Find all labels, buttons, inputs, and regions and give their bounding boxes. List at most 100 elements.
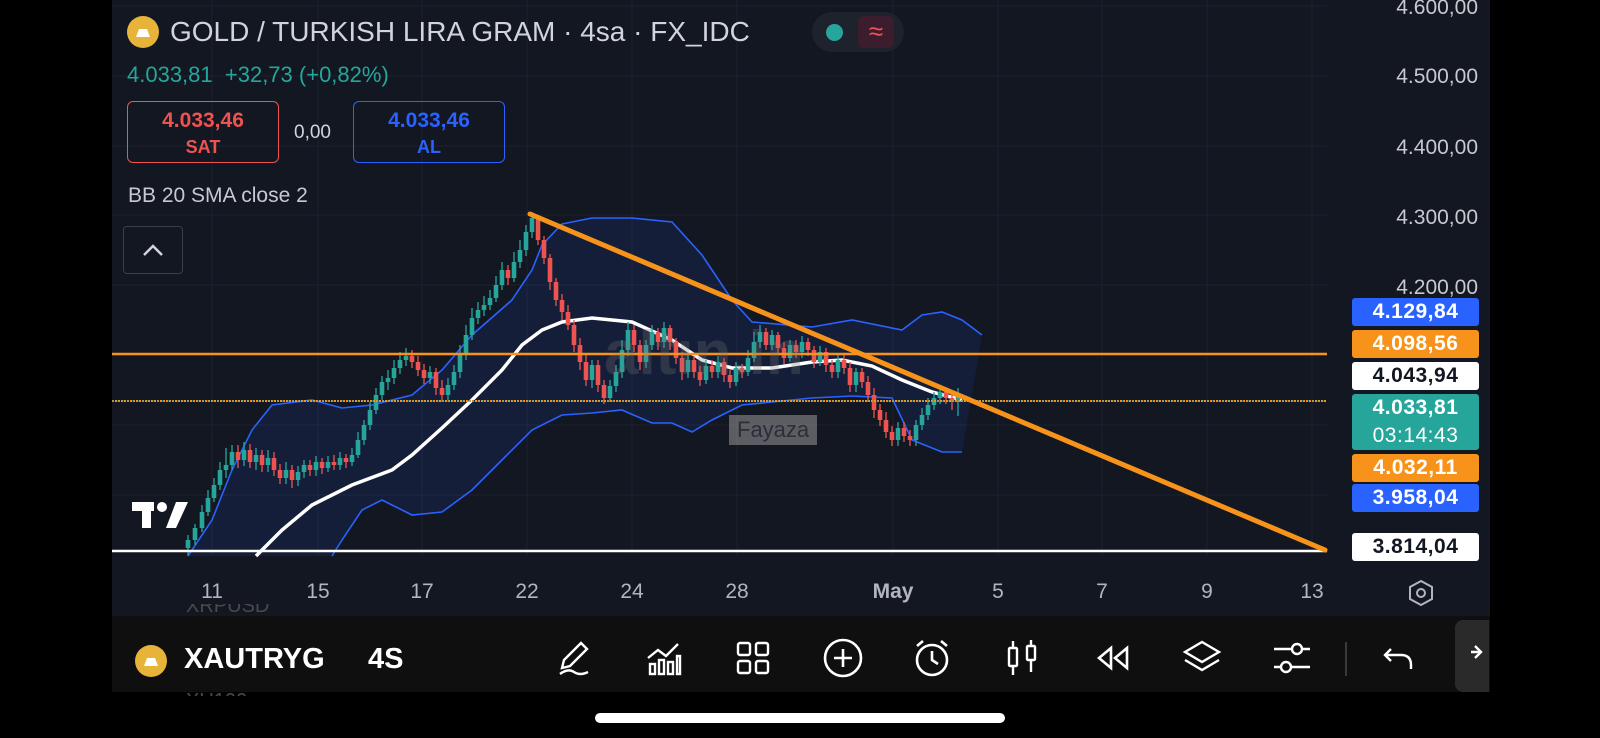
indicators-icon[interactable] [642, 636, 686, 680]
candle-body [823, 352, 829, 365]
candle-body [553, 282, 559, 300]
price-chart[interactable] [112, 0, 1490, 616]
candle-body [493, 285, 499, 298]
chart-area[interactable]: altın.in Fayaza [112, 0, 1490, 616]
upper-band [187, 217, 983, 557]
candle-body [607, 386, 613, 398]
candle-body [223, 465, 229, 470]
home-indicator[interactable] [595, 713, 1005, 723]
candle-body [889, 432, 895, 440]
candle-body [751, 342, 757, 358]
sell-button[interactable]: 4.033,46 SAT [127, 101, 279, 163]
candle-body [211, 485, 217, 498]
lower-band [331, 395, 962, 557]
candle-body [661, 328, 667, 342]
candle-body [367, 410, 373, 425]
last-price-tag: 4.033,81 03:14:43 [1352, 394, 1479, 450]
plus-circle-icon[interactable] [821, 636, 865, 680]
candle-body [883, 420, 889, 432]
candle-body [499, 270, 505, 285]
candle-body [901, 428, 907, 436]
sell-label: SAT [185, 137, 221, 157]
alarm-icon[interactable] [910, 636, 954, 680]
candle-body [571, 325, 577, 345]
candle-body [907, 436, 913, 440]
y-tick: 4.400,00 [1396, 136, 1478, 159]
candle-body [709, 366, 715, 372]
candle-body [301, 465, 307, 472]
x-tick: 22 [515, 580, 539, 603]
x-tick: 17 [410, 580, 434, 603]
candle-body [265, 458, 271, 465]
candle-body [769, 335, 775, 345]
candle-body [415, 362, 421, 370]
candle-body [877, 410, 883, 420]
candle-body [721, 362, 727, 375]
replay-icon[interactable] [1090, 636, 1134, 680]
indicator-legend[interactable]: BB 20 SMA close 2 [128, 184, 308, 207]
price-change: +32,73 (+0,82%) [224, 62, 389, 87]
candle-body [391, 368, 397, 378]
price-axis[interactable]: 4.600,00 4.500,00 4.400,00 4.300,00 4.20… [1336, 0, 1490, 580]
y-tick: 4.300,00 [1396, 206, 1478, 229]
candle-body [421, 370, 427, 378]
symbol-button[interactable]: XAUTRYG [184, 643, 325, 675]
last-price-tag-value: 4.033,81 [1372, 396, 1459, 419]
countdown-timer: 03:14:43 [1372, 424, 1459, 447]
candle-body [247, 450, 253, 462]
y-tick: 4.200,00 [1396, 276, 1478, 299]
watermark-logo: altın.in [604, 319, 804, 388]
layers-icon[interactable] [1180, 636, 1224, 680]
settings-sliders-icon[interactable] [1270, 636, 1314, 680]
candle-body [913, 425, 919, 440]
more-tools-button[interactable] [1455, 620, 1489, 692]
upper-band-tag: 4.129,84 [1352, 298, 1479, 326]
candle-body [655, 332, 661, 342]
interval-button[interactable]: 4S [368, 643, 404, 675]
x-tick: 7 [1096, 580, 1108, 603]
candle-body [403, 356, 409, 360]
status-pill[interactable]: ≈ [812, 12, 904, 52]
candle-body [373, 395, 379, 410]
chevron-up-icon [143, 244, 163, 256]
symbol-icon [127, 16, 159, 48]
candle-body [185, 540, 191, 548]
candle-body [475, 310, 481, 318]
candle-body [535, 218, 541, 240]
axis-settings-icon[interactable] [1406, 578, 1436, 613]
undo-icon[interactable] [1376, 636, 1420, 680]
candle-body [337, 458, 343, 465]
pencil-icon[interactable] [552, 636, 596, 680]
candle-body [529, 218, 535, 232]
candles-icon[interactable] [1000, 636, 1044, 680]
candle-body [385, 378, 391, 382]
candle-body [253, 455, 259, 462]
candle-body [481, 305, 487, 310]
candle-body [343, 458, 349, 462]
grid-icon[interactable] [731, 636, 775, 680]
candle-body [325, 462, 331, 468]
x-tick: 15 [306, 580, 330, 603]
x-tick: 11 [201, 580, 223, 603]
candle-body [271, 458, 277, 470]
ghost-symbol-bottom: XU100 [186, 688, 247, 696]
candle-body [433, 372, 439, 388]
candle-body [919, 415, 925, 425]
candle-body [895, 428, 901, 440]
candle-body [835, 360, 841, 372]
candle-body [673, 342, 679, 358]
candle-body [319, 462, 325, 468]
collapse-legend-button[interactable] [123, 226, 183, 274]
hline-upper-tag: 4.098,56 [1352, 330, 1479, 358]
buy-button[interactable]: 4.033,46 AL [353, 101, 505, 163]
spread-value: 0,00 [294, 122, 331, 143]
candle-body [457, 355, 463, 372]
lower-band-tag: 3.958,04 [1352, 484, 1479, 512]
candle-body [199, 512, 205, 528]
trendline [527, 211, 1328, 553]
candle-body [427, 372, 433, 378]
candle-body [307, 465, 313, 470]
price-quote: 4.033,81 +32,73 (+0,82%) [127, 62, 389, 88]
candle-body [793, 345, 799, 352]
candle-body [463, 335, 469, 355]
